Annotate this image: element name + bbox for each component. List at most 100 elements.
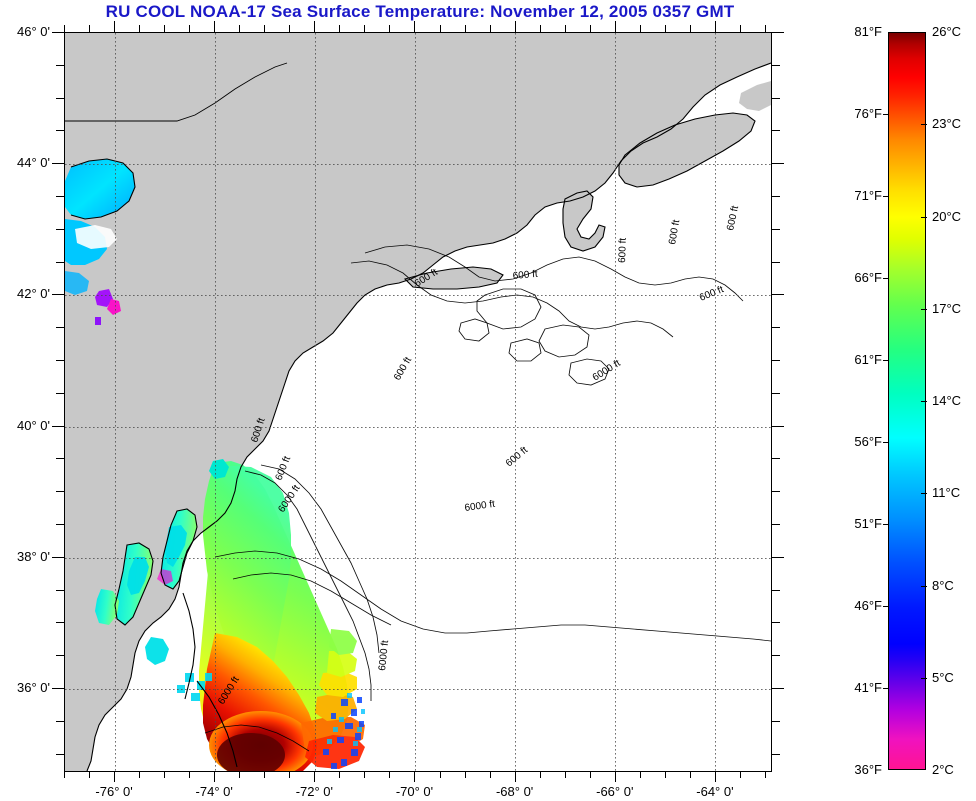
- axis-tick-lon-minor: [765, 771, 766, 778]
- axis-tick-lon-minor: [389, 771, 390, 778]
- colorbar-label-fahrenheit: 36°F: [854, 762, 882, 777]
- axis-tick-lon-top: [214, 21, 215, 32]
- colorbar-tick-left: [883, 524, 889, 525]
- axis-tick-lon-minor: [665, 771, 666, 778]
- axis-tick-lat-minor: [56, 754, 64, 755]
- axis-tick-lat-major: [52, 163, 64, 164]
- coastlines: [65, 62, 771, 771]
- axis-tick-lon-top: [590, 25, 591, 32]
- axis-label-lon: -66° 0': [596, 784, 634, 799]
- axis-label-lat: 36° 0': [17, 680, 50, 695]
- axis-tick-lon-top: [289, 25, 290, 32]
- axis-tick-lon-top: [565, 25, 566, 32]
- axis-tick-lon-major: [214, 771, 215, 782]
- axis-label-lat: 38° 0': [17, 548, 50, 564]
- axis-tick-lon-top: [490, 25, 491, 32]
- axis-tick-lon-top: [389, 25, 390, 32]
- sst-cool-speckle: [323, 697, 364, 769]
- axis-tick-lon-top: [139, 25, 140, 32]
- axis-tick-lat-right: [772, 590, 780, 591]
- axis-tick-lat-minor: [56, 393, 64, 394]
- axis-tick-lat-right: [772, 754, 780, 755]
- axis-tick-lon-minor: [465, 771, 466, 778]
- axis-tick-lon-minor: [590, 771, 591, 778]
- axis-tick-lon-top: [515, 21, 516, 32]
- axis-label-lon: -64° 0': [696, 784, 734, 799]
- axis-tick-lon-minor: [565, 771, 566, 778]
- axis-tick-lat-minor: [56, 196, 64, 197]
- axis-tick-lat-right: [772, 229, 780, 230]
- sst-map-svg: 600 ft 600 ft 600 ft 600 ft 600 ft 600 f…: [65, 33, 771, 771]
- axis-tick-lat-right: [772, 196, 780, 197]
- axis-tick-lon-major: [615, 771, 616, 782]
- gridline-lon: [715, 33, 716, 771]
- contour-label-600ft: 600 ft: [725, 205, 741, 232]
- gridline-lat: [65, 295, 771, 296]
- axis-tick-lat-right: [772, 294, 784, 295]
- axis-tick-lat-major: [52, 557, 64, 558]
- axis-tick-lon-top: [364, 25, 365, 32]
- colorbar-tick-left: [883, 442, 889, 443]
- map-plot-area[interactable]: 600 ft 600 ft 600 ft 600 ft 600 ft 600 f…: [64, 32, 772, 772]
- axis-tick-lat-right: [772, 130, 780, 131]
- axis-tick-lon-minor: [239, 771, 240, 778]
- axis-label-lat: 44° 0': [17, 155, 50, 171]
- colorbar-label-fahrenheit: 41°F: [854, 680, 882, 695]
- colorbar-label-celsius: 26°C: [932, 24, 962, 39]
- axis-tick-lat-minor: [56, 491, 64, 492]
- axis-tick-lat-right: [772, 327, 780, 328]
- colorbar-tick-left: [883, 196, 889, 197]
- contour-label-600ft: 600 ft: [617, 237, 629, 263]
- axis-tick-lon-minor: [490, 771, 491, 778]
- colorbar-label-fahrenheit: 66°F: [854, 270, 882, 285]
- colorbar-label-celsius: 14°C: [932, 393, 962, 408]
- colorbar-tick-right: [921, 401, 927, 402]
- axis-tick-lon-minor: [189, 771, 190, 778]
- gridline-lon: [515, 33, 516, 771]
- axis-tick-lat-minor: [56, 65, 64, 66]
- sst-nj-coast-fringe: [209, 459, 229, 479]
- colorbar-tick-left: [883, 278, 889, 279]
- axis-tick-lon-minor: [289, 771, 290, 778]
- gridline-lon: [415, 33, 416, 771]
- axis-tick-lon-top: [164, 25, 165, 32]
- axis-label-lat: 42° 0': [17, 286, 50, 302]
- axis-tick-lon-major: [414, 771, 415, 782]
- axis-tick-lat-major: [52, 688, 64, 689]
- colorbar-label-celsius: 5°C: [932, 669, 954, 685]
- axis-tick-lon-top: [89, 25, 90, 32]
- axis-tick-lon-minor: [339, 771, 340, 778]
- colorbar-label-fahrenheit: 61°F: [854, 352, 882, 367]
- gridline-lon: [115, 33, 116, 771]
- axis-tick-lon-top: [765, 25, 766, 32]
- axis-tick-lon-minor: [89, 771, 90, 778]
- colorbar-label-celsius: 2°C: [932, 762, 954, 777]
- axis-tick-lat-major: [52, 294, 64, 295]
- colorbar-tick-left: [883, 606, 889, 607]
- axis-tick-lon-minor: [364, 771, 365, 778]
- axis-tick-lon-top: [189, 25, 190, 32]
- land-northamerica: [65, 33, 771, 771]
- axis-tick-lat-right: [772, 98, 780, 99]
- axis-tick-lon-minor: [640, 771, 641, 778]
- axis-tick-lat-minor: [56, 721, 64, 722]
- colorbar[interactable]: [888, 32, 926, 770]
- colorbar-label-fahrenheit: 76°F: [854, 106, 882, 121]
- axis-label-lon: -74° 0': [195, 784, 233, 799]
- axis-tick-lon-top: [715, 21, 716, 32]
- axis-tick-lon-top: [640, 25, 641, 32]
- sst-chesapeake-cyan: [127, 525, 187, 665]
- colorbar-tick-left: [883, 114, 889, 115]
- contour-label-6000ft: 6000 ft: [464, 499, 496, 514]
- axis-label-lon: -76° 0': [95, 784, 133, 799]
- axis-tick-lat-right: [772, 688, 784, 689]
- land-nova-scotia: [619, 113, 755, 187]
- axis-tick-lon-top: [314, 21, 315, 32]
- axis-tick-lat-right: [772, 65, 780, 66]
- axis-tick-lat-right: [772, 393, 780, 394]
- page-title: RU COOL NOAA-17 Sea Surface Temperature:…: [105, 2, 735, 21]
- axis-tick-lat-right: [772, 360, 780, 361]
- sst-lake-ontario: [65, 159, 135, 295]
- land-long-island: [405, 267, 503, 289]
- axis-tick-lat-minor: [56, 98, 64, 99]
